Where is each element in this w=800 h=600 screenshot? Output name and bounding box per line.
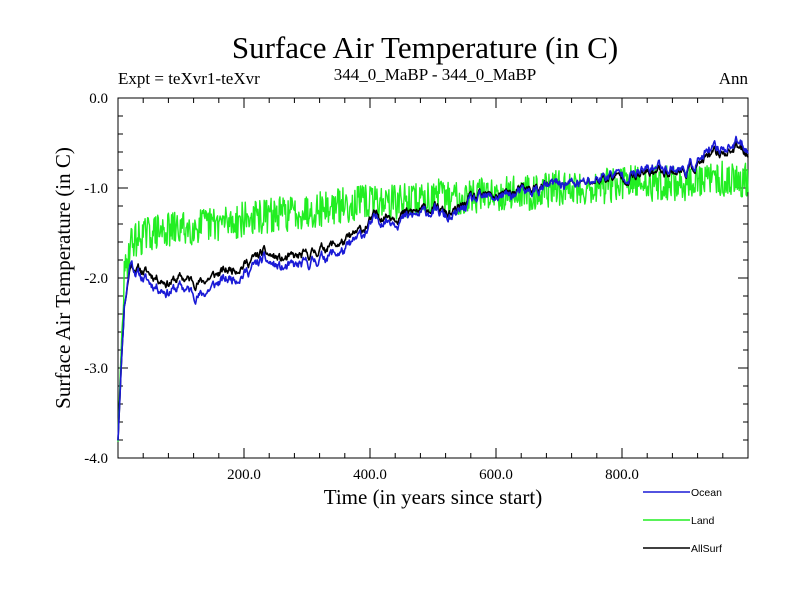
experiment-label: Expt = teXvr1-teXvr xyxy=(118,69,260,88)
period-label: 344_0_MaBP - 344_0_MaBP xyxy=(334,65,536,84)
legend: Ocean Land AllSurf xyxy=(643,487,722,555)
y-tick-label: 0.0 xyxy=(89,91,108,107)
series-line-land xyxy=(117,160,749,442)
y-tick-label: -3.0 xyxy=(84,361,108,377)
series-group xyxy=(117,135,749,442)
axis-ticks: -4.0 -3.0 -2.0 -1.0 0.0 200.0 400.0 600.0 800.0 xyxy=(84,91,748,483)
y-axis-label: Surface Air Temperature (in C) xyxy=(51,147,75,409)
legend-label-ocean: Ocean xyxy=(691,487,722,499)
x-tick-label: 800.0 xyxy=(605,467,639,483)
season-label: Ann xyxy=(719,69,749,88)
legend-label-allsurf: AllSurf xyxy=(691,543,722,555)
x-tick-label: 400.0 xyxy=(353,467,387,483)
series-line-ocean xyxy=(117,135,749,441)
plot-frame xyxy=(117,97,749,459)
x-axis-label: Time (in years since start) xyxy=(324,485,543,509)
y-tick-label: -2.0 xyxy=(84,271,108,287)
y-tick-label: -1.0 xyxy=(84,181,108,197)
legend-label-land: Land xyxy=(691,515,715,527)
x-tick-label: 200.0 xyxy=(227,467,261,483)
chart-title: Surface Air Temperature (in C) xyxy=(232,30,618,65)
x-tick-label: 600.0 xyxy=(479,467,513,483)
y-tick-label: -4.0 xyxy=(84,451,108,467)
